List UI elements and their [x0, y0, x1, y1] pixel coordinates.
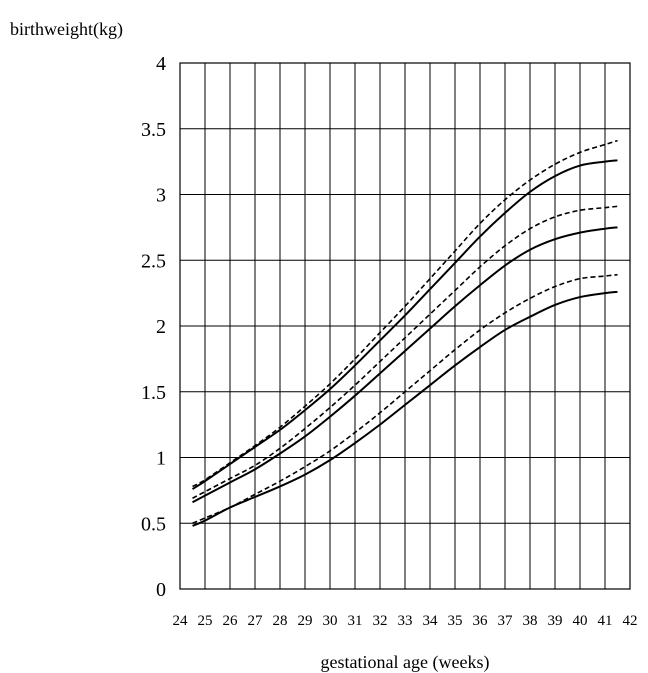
y-tick-label: 3	[156, 185, 166, 207]
x-tick-label: 27	[248, 613, 264, 629]
y-tick-label: 0	[156, 579, 166, 601]
x-tick-label: 40	[573, 613, 588, 629]
x-tick-label: 36	[473, 613, 489, 629]
x-tick-label: 34	[423, 613, 439, 629]
dashed-curve-0	[192, 139, 618, 488]
plot-frame	[179, 62, 631, 590]
x-axis-label: gestational age (weeks)	[321, 652, 490, 673]
x-tick-label: 37	[498, 613, 514, 629]
x-tick-label: 42	[623, 613, 638, 629]
x-tick-label: 35	[448, 613, 463, 629]
x-tick-label: 28	[273, 613, 288, 629]
y-tick-label: 2	[156, 316, 166, 338]
y-tick-label: 0.5	[141, 513, 166, 535]
x-tick-label: 39	[548, 613, 563, 629]
solid-curve-5	[192, 290, 618, 527]
y-tick-label: 4	[156, 53, 166, 75]
dashed-curve-4	[192, 273, 618, 524]
solid-curve-3	[192, 226, 618, 504]
x-tick-label: 29	[298, 613, 313, 629]
y-tick-label: 2.5	[141, 250, 166, 272]
x-tick-label: 38	[523, 613, 538, 629]
y-axis-label: birthweight(kg)	[10, 19, 123, 40]
x-tick-label: 31	[348, 613, 363, 629]
series-lines	[191, 139, 618, 527]
x-tick-label: 41	[598, 613, 613, 629]
tick-labels: 24 25 26 27 28 29 30 31 32 33 34 35 36 37 38 39 40 41 4200…	[141, 53, 638, 629]
x-tick-label: 24	[173, 613, 189, 629]
x-tick-label: 30	[323, 613, 338, 629]
grid	[179, 62, 631, 590]
x-tick-label: 33	[398, 613, 413, 629]
y-tick-label: 1.5	[141, 382, 166, 404]
dashed-curve-2	[192, 205, 618, 499]
y-tick-label: 3.5	[141, 119, 166, 141]
x-tick-label: 26	[223, 613, 239, 629]
y-tick-label: 1	[156, 448, 166, 470]
x-tick-label: 32	[373, 613, 388, 629]
solid-curve-1	[191, 159, 618, 490]
x-tick-label: 25	[198, 613, 213, 629]
